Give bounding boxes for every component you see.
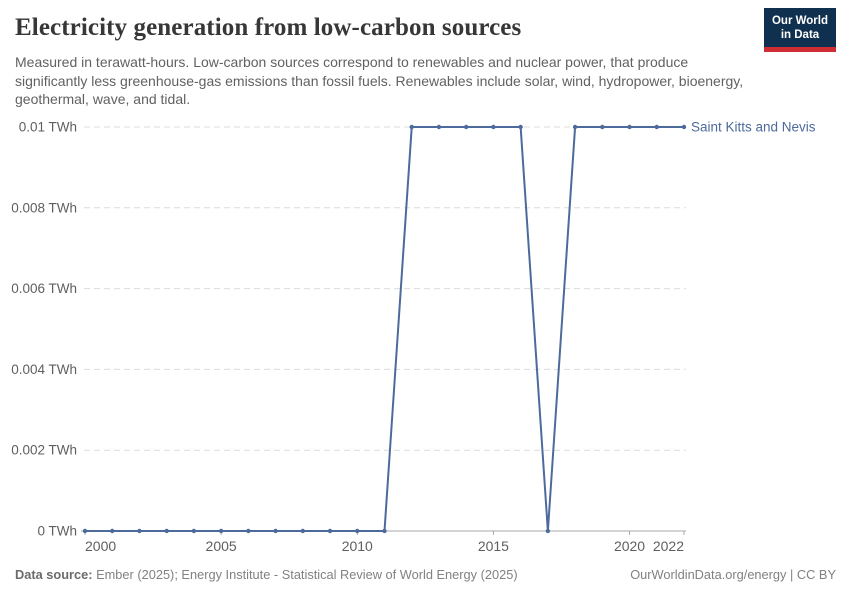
x-axis-tick-label: 2015 xyxy=(478,538,509,554)
data-point[interactable] xyxy=(600,124,605,130)
data-point[interactable] xyxy=(110,528,115,534)
data-point[interactable] xyxy=(191,528,197,534)
y-axis-tick-label: 0 TWh xyxy=(37,524,77,539)
y-axis-tick-label: 0.008 TWh xyxy=(11,200,77,215)
x-axis-tick-label: 2022 xyxy=(653,538,684,554)
x-axis-tick-label: 2005 xyxy=(206,538,237,554)
data-point[interactable] xyxy=(627,124,632,130)
data-source-label: Data source: xyxy=(15,567,93,582)
data-point[interactable] xyxy=(545,528,551,534)
data-source-note: Data source: Ember (2025); Energy Instit… xyxy=(15,567,518,582)
data-point[interactable] xyxy=(654,124,659,130)
data-source-text: Ember (2025); Energy Institute - Statist… xyxy=(92,567,518,582)
data-point[interactable] xyxy=(327,528,333,534)
data-point[interactable] xyxy=(681,124,687,130)
data-point[interactable] xyxy=(82,528,88,534)
data-point[interactable] xyxy=(382,528,387,534)
data-point[interactable] xyxy=(246,528,251,534)
data-point[interactable] xyxy=(436,124,442,130)
data-point[interactable] xyxy=(300,528,306,534)
owid-logo: Our World in Data xyxy=(764,8,836,52)
owid-logo-line2: in Data xyxy=(780,29,820,41)
page-title: Electricity generation from low-carbon s… xyxy=(15,14,522,41)
data-point[interactable] xyxy=(164,528,169,534)
y-axis-tick-label: 0.004 TWh xyxy=(11,362,77,377)
data-point[interactable] xyxy=(518,124,523,130)
data-point[interactable] xyxy=(273,528,278,534)
data-point[interactable] xyxy=(355,528,360,534)
x-axis-tick-label: 2000 xyxy=(85,538,116,554)
y-axis-tick-label: 0.01 TWh xyxy=(19,120,77,135)
license-note[interactable]: OurWorldinData.org/energy | CC BY xyxy=(630,567,836,582)
series-line-saint-kitts-and-nevis[interactable] xyxy=(84,126,685,532)
data-point[interactable] xyxy=(491,124,496,130)
y-axis-tick-label: 0.006 TWh xyxy=(11,281,77,296)
chart-footer: Data source: Ember (2025); Energy Instit… xyxy=(15,567,836,582)
data-point[interactable] xyxy=(463,124,469,130)
y-axis-tick-label: 0.002 TWh xyxy=(11,443,77,458)
data-point[interactable] xyxy=(409,124,414,130)
x-axis-tick-label: 2010 xyxy=(342,538,373,554)
series-label[interactable]: Saint Kitts and Nevis xyxy=(691,120,816,135)
data-point[interactable] xyxy=(137,528,142,534)
owid-logo-line1: Our World xyxy=(771,15,828,27)
data-point[interactable] xyxy=(572,124,578,130)
chart-subtitle: Measured in terawatt-hours. Low-carbon s… xyxy=(15,54,744,107)
x-axis-tick-label: 2020 xyxy=(614,538,645,554)
data-point[interactable] xyxy=(218,528,224,534)
